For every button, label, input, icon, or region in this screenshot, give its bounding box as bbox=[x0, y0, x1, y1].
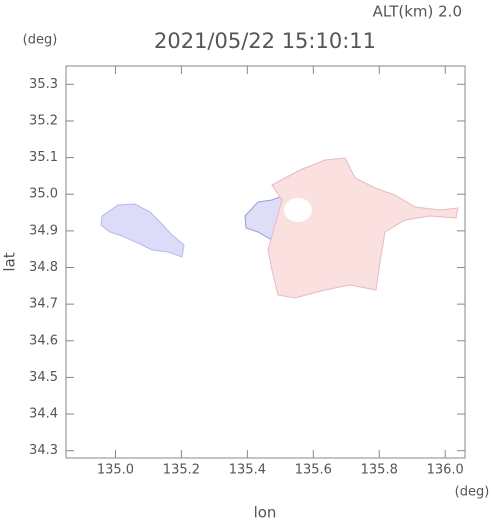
y-tick-label: 34.4 bbox=[29, 407, 58, 422]
y-tick-label: 34.3 bbox=[29, 443, 58, 458]
y-tick-label: 35.3 bbox=[29, 77, 58, 92]
x-tick-label: 135.2 bbox=[163, 463, 200, 478]
x-tick-label: 135.8 bbox=[361, 463, 398, 478]
y-tick-label: 34.9 bbox=[29, 223, 58, 238]
echo-regions bbox=[100, 157, 459, 299]
x-tick-label: 135.6 bbox=[295, 463, 332, 478]
y-tick-label: 35.2 bbox=[29, 113, 58, 128]
plot-frame bbox=[65, 65, 466, 459]
x-unit: (deg) bbox=[455, 485, 490, 500]
y-unit: (deg) bbox=[23, 33, 58, 48]
blue-region bbox=[100, 203, 185, 258]
y-tick-label: 34.7 bbox=[29, 297, 58, 312]
y-tick-label: 35.1 bbox=[29, 150, 58, 165]
x-tick-label: 135.0 bbox=[97, 463, 134, 478]
x-axis-label: lon bbox=[254, 504, 277, 521]
altitude-label: ALT(km) 2.0 bbox=[373, 3, 462, 21]
x-tick-label: 136.0 bbox=[427, 463, 464, 478]
chart-title: 2021/05/22 15:10:11 bbox=[154, 29, 376, 53]
red-region bbox=[267, 157, 459, 299]
x-tick-label: 135.4 bbox=[229, 463, 266, 478]
y-tick-label: 34.6 bbox=[29, 333, 58, 348]
y-axis-label: lat bbox=[1, 252, 19, 271]
gap bbox=[284, 198, 312, 222]
y-tick-label: 34.5 bbox=[29, 370, 58, 385]
y-tick-label: 34.8 bbox=[29, 260, 58, 275]
y-tick-label: 35.0 bbox=[29, 187, 58, 202]
